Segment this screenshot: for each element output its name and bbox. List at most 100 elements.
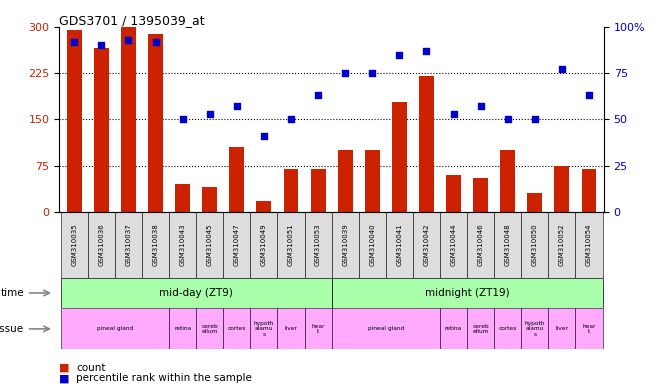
Text: time: time (1, 288, 24, 298)
Bar (386, 212, 413, 278)
Bar (67, 30, 82, 212)
Point (232, 103, 242, 109)
Bar (392, 102, 407, 212)
Bar (88, 212, 115, 278)
Text: GSM310050: GSM310050 (532, 223, 538, 266)
Text: cereb
ellum: cereb ellum (473, 324, 489, 334)
Bar (440, 212, 467, 278)
Bar (554, 166, 570, 212)
Text: ■: ■ (59, 373, 70, 383)
Bar (61, 308, 169, 349)
Text: hypoth
alamu
s: hypoth alamu s (525, 321, 545, 337)
Bar (169, 308, 196, 349)
Text: GSM310047: GSM310047 (234, 223, 240, 266)
Bar (311, 169, 325, 212)
Bar (257, 201, 271, 212)
Text: GSM310052: GSM310052 (559, 223, 565, 266)
Bar (175, 184, 190, 212)
Text: GSM310040: GSM310040 (370, 223, 376, 266)
Bar (365, 150, 379, 212)
Bar (169, 212, 196, 278)
Bar (494, 212, 521, 278)
Bar (94, 48, 109, 212)
Bar (223, 308, 250, 349)
Point (69, 39, 80, 45)
Text: GSM310044: GSM310044 (451, 223, 457, 266)
Text: pineal gland: pineal gland (97, 326, 133, 331)
Point (394, 51, 405, 58)
Point (367, 70, 378, 76)
Text: GSM310041: GSM310041 (397, 223, 403, 266)
Point (421, 48, 432, 54)
Point (286, 116, 296, 122)
Bar (331, 212, 359, 278)
Point (205, 111, 215, 117)
Bar (494, 308, 521, 349)
Bar (413, 212, 440, 278)
Text: GSM310048: GSM310048 (505, 223, 511, 266)
Text: GSM310046: GSM310046 (478, 223, 484, 266)
Text: hear
t: hear t (582, 324, 596, 334)
Text: hear
t: hear t (312, 324, 325, 334)
Text: mid-day (ZT9): mid-day (ZT9) (159, 288, 233, 298)
Point (502, 116, 513, 122)
Text: percentile rank within the sample: percentile rank within the sample (76, 373, 251, 383)
Point (583, 92, 594, 98)
Point (313, 92, 323, 98)
Bar (548, 212, 576, 278)
Bar (121, 27, 136, 212)
Bar (203, 187, 217, 212)
Bar (331, 308, 440, 349)
Text: GSM310045: GSM310045 (207, 223, 213, 266)
Bar (440, 308, 467, 349)
Text: GSM310043: GSM310043 (180, 223, 185, 266)
Text: GSM310035: GSM310035 (71, 223, 77, 266)
Bar (250, 212, 277, 278)
Bar (223, 212, 250, 278)
Bar (521, 212, 548, 278)
Bar (473, 178, 488, 212)
Text: liver: liver (284, 326, 298, 331)
Point (529, 116, 540, 122)
Bar (61, 278, 331, 308)
Bar (304, 308, 332, 349)
Bar (196, 308, 223, 349)
Bar (576, 308, 603, 349)
Text: GSM310036: GSM310036 (98, 223, 104, 266)
Bar (196, 212, 223, 278)
Text: midnight (ZT19): midnight (ZT19) (425, 288, 510, 298)
Point (448, 111, 459, 117)
Bar (277, 212, 304, 278)
Bar (115, 212, 142, 278)
Bar (527, 193, 543, 212)
Bar (338, 150, 352, 212)
Bar (467, 308, 494, 349)
Bar (142, 212, 169, 278)
Text: pineal gland: pineal gland (368, 326, 404, 331)
Bar (446, 175, 461, 212)
Text: GSM310053: GSM310053 (315, 223, 321, 266)
Point (259, 133, 269, 139)
Text: tissue: tissue (0, 324, 24, 334)
Text: liver: liver (556, 326, 568, 331)
Point (96, 42, 107, 48)
Text: GDS3701 / 1395039_at: GDS3701 / 1395039_at (59, 14, 205, 27)
Text: retina: retina (445, 326, 462, 331)
Text: cortex: cortex (228, 326, 246, 331)
Point (475, 103, 486, 109)
Point (150, 39, 161, 45)
Bar (284, 169, 298, 212)
Bar (521, 308, 548, 349)
Point (178, 116, 188, 122)
Text: hypoth
alamu
s: hypoth alamu s (253, 321, 274, 337)
Bar (576, 212, 603, 278)
Bar (548, 308, 576, 349)
Bar (359, 212, 386, 278)
Text: GSM310038: GSM310038 (152, 223, 158, 266)
Text: count: count (76, 363, 106, 373)
Text: ■: ■ (59, 363, 70, 373)
Text: cereb
ellum: cereb ellum (201, 324, 218, 334)
Bar (304, 212, 332, 278)
Text: GSM310042: GSM310042 (424, 223, 430, 266)
Text: GSM310049: GSM310049 (261, 223, 267, 266)
